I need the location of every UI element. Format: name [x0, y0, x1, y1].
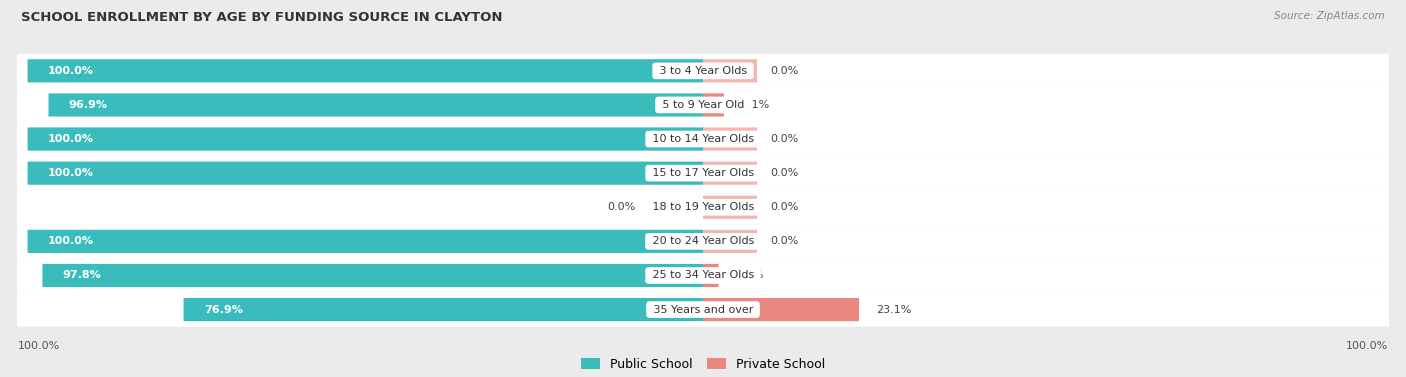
FancyBboxPatch shape — [184, 298, 703, 321]
FancyBboxPatch shape — [703, 59, 756, 83]
Text: 100.0%: 100.0% — [48, 236, 94, 247]
FancyBboxPatch shape — [703, 230, 756, 253]
FancyBboxPatch shape — [703, 298, 859, 321]
Text: 0.0%: 0.0% — [770, 236, 799, 247]
Text: Source: ZipAtlas.com: Source: ZipAtlas.com — [1274, 11, 1385, 21]
Text: 18 to 19 Year Olds: 18 to 19 Year Olds — [648, 202, 758, 212]
Text: 100.0%: 100.0% — [48, 134, 94, 144]
FancyBboxPatch shape — [17, 156, 1389, 190]
FancyBboxPatch shape — [28, 162, 703, 185]
FancyBboxPatch shape — [17, 54, 1389, 88]
Text: 35 Years and over: 35 Years and over — [650, 305, 756, 314]
Text: 100.0%: 100.0% — [1346, 340, 1388, 351]
Text: 0.0%: 0.0% — [770, 66, 799, 76]
Text: 15 to 17 Year Olds: 15 to 17 Year Olds — [648, 168, 758, 178]
Text: 0.0%: 0.0% — [770, 168, 799, 178]
FancyBboxPatch shape — [703, 127, 756, 151]
Text: 5 to 9 Year Old: 5 to 9 Year Old — [658, 100, 748, 110]
FancyBboxPatch shape — [17, 258, 1389, 293]
Text: 3.1%: 3.1% — [741, 100, 769, 110]
FancyBboxPatch shape — [703, 264, 718, 287]
Text: SCHOOL ENROLLMENT BY AGE BY FUNDING SOURCE IN CLAYTON: SCHOOL ENROLLMENT BY AGE BY FUNDING SOUR… — [21, 11, 502, 24]
Text: 0.0%: 0.0% — [607, 202, 636, 212]
Text: 3 to 4 Year Olds: 3 to 4 Year Olds — [655, 66, 751, 76]
Text: 25 to 34 Year Olds: 25 to 34 Year Olds — [648, 270, 758, 280]
FancyBboxPatch shape — [17, 190, 1389, 224]
Text: 10 to 14 Year Olds: 10 to 14 Year Olds — [648, 134, 758, 144]
FancyBboxPatch shape — [703, 162, 756, 185]
FancyBboxPatch shape — [42, 264, 703, 287]
FancyBboxPatch shape — [48, 93, 703, 116]
Legend: Public School, Private School: Public School, Private School — [575, 352, 831, 377]
Text: 20 to 24 Year Olds: 20 to 24 Year Olds — [648, 236, 758, 247]
FancyBboxPatch shape — [28, 127, 703, 151]
Text: 0.0%: 0.0% — [770, 134, 799, 144]
Text: 2.3%: 2.3% — [735, 270, 763, 280]
Text: 100.0%: 100.0% — [48, 66, 94, 76]
Text: 100.0%: 100.0% — [18, 340, 60, 351]
FancyBboxPatch shape — [703, 93, 724, 116]
Text: 96.9%: 96.9% — [69, 100, 108, 110]
FancyBboxPatch shape — [17, 224, 1389, 258]
FancyBboxPatch shape — [17, 122, 1389, 156]
FancyBboxPatch shape — [28, 230, 703, 253]
Text: 23.1%: 23.1% — [876, 305, 911, 314]
FancyBboxPatch shape — [703, 196, 756, 219]
FancyBboxPatch shape — [17, 293, 1389, 326]
Text: 100.0%: 100.0% — [48, 168, 94, 178]
FancyBboxPatch shape — [17, 88, 1389, 122]
Text: 76.9%: 76.9% — [204, 305, 243, 314]
FancyBboxPatch shape — [28, 59, 703, 83]
Text: 0.0%: 0.0% — [770, 202, 799, 212]
Text: 97.8%: 97.8% — [63, 270, 101, 280]
